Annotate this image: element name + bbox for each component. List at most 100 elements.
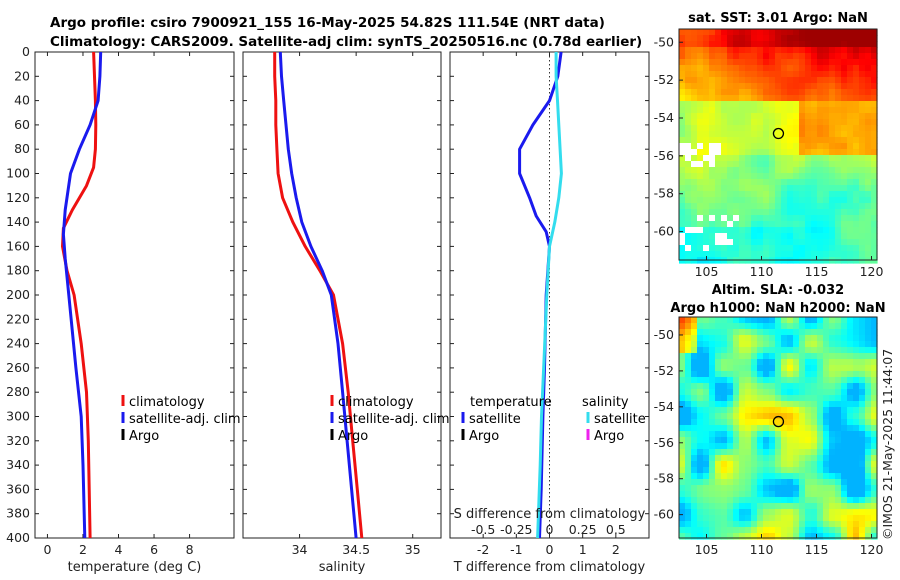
sst_map-heatmap-cell <box>817 227 824 234</box>
sst_map-heatmap-cell <box>679 95 686 102</box>
sla_map-heatmap-cell <box>859 329 866 336</box>
sla_map-heatmap-cell <box>763 323 770 330</box>
sst_map-heatmap-cell <box>757 239 764 246</box>
sla_map-heatmap-cell <box>865 461 872 468</box>
sla_map-heatmap-cell <box>835 407 842 414</box>
sla_map-heatmap-cell <box>769 431 776 438</box>
sla_map-heatmap-cell <box>823 497 830 504</box>
sst_map-heatmap-cell <box>697 143 704 150</box>
sst_map-heatmap-cell <box>787 221 794 228</box>
sst_map-heatmap-cell <box>763 233 770 240</box>
sla_map-heatmap-cell <box>727 359 734 366</box>
sla_map-heatmap-cell <box>787 383 794 390</box>
sla_map-heatmap-cell <box>679 371 686 378</box>
sla_map-heatmap-cell <box>799 329 806 336</box>
sla_map-heatmap-cell <box>751 527 758 534</box>
sla_map-heatmap-cell <box>685 329 692 336</box>
sla_map-heatmap-cell <box>745 479 752 486</box>
sst_map-heatmap-cell <box>697 101 704 108</box>
sst_map-heatmap-cell <box>775 29 782 36</box>
sla_map-heatmap-cell <box>859 497 866 504</box>
sla_map-heatmap-cell <box>799 353 806 360</box>
sst_map-heatmap-cell <box>721 65 728 72</box>
sst_map-heatmap-cell <box>751 107 758 114</box>
sla_map-heatmap-cell <box>823 461 830 468</box>
sst_map-heatmap-cell <box>775 143 782 150</box>
sla_map-heatmap-cell <box>787 527 794 534</box>
sla_map-heatmap-cell <box>865 479 872 486</box>
sla_map-heatmap-cell <box>715 347 722 354</box>
sst_map-heatmap-cell <box>841 29 848 36</box>
sla_map-heatmap-cell <box>691 329 698 336</box>
sst_map-heatmap-cell <box>841 245 848 252</box>
sst_map-heatmap-cell <box>775 113 782 120</box>
sst_map-title-1: sat. SST: 3.01 Argo: NaN <box>688 11 868 26</box>
sst_map-heatmap-cell <box>817 77 824 84</box>
sla_map-heatmap-cell <box>865 371 872 378</box>
sst_map-heatmap-cell <box>763 239 770 246</box>
sst_map-heatmap-cell <box>805 131 812 138</box>
salinity-xtick-label: 34.5 <box>342 542 370 557</box>
sst_map-heatmap-cell <box>817 113 824 120</box>
sla_map-heatmap-cell <box>715 383 722 390</box>
sla_map-heatmap-cell <box>775 467 782 474</box>
sst_map-heatmap-cell <box>793 125 800 132</box>
sla_map-heatmap-cell <box>709 371 716 378</box>
sst_map-heatmap-cell <box>817 35 824 42</box>
sst_map-heatmap-cell <box>817 167 824 174</box>
sla_map-heatmap-cell <box>733 527 740 534</box>
sst_map-heatmap-cell <box>835 251 842 258</box>
sla_map-heatmap-cell <box>829 473 836 480</box>
sla_map-heatmap-cell <box>697 467 704 474</box>
sst_map-heatmap-cell <box>715 29 722 36</box>
sla_map-heatmap-cell <box>727 335 734 342</box>
sla_map-heatmap-cell <box>685 521 692 528</box>
sla_map-heatmap-cell <box>805 341 812 348</box>
sla_map-heatmap-cell <box>799 341 806 348</box>
sla_map-heatmap-cell <box>823 527 830 534</box>
sla_map-heatmap-cell <box>799 443 806 450</box>
sla_map-heatmap-cell <box>703 449 710 456</box>
sla_map-axes-frame <box>678 316 878 539</box>
sst_map-heatmap-cell <box>751 131 758 138</box>
sst_map-heatmap-cell <box>805 83 812 90</box>
sla_map-heatmap-cell <box>757 425 764 432</box>
sst_map-heatmap-cell <box>811 89 818 96</box>
sla_map-heatmap-cell <box>769 491 776 498</box>
sla_map-heatmap-cell <box>715 401 722 408</box>
sst_map-heatmap-cell <box>697 167 704 174</box>
sst_map-heatmap-cell <box>739 101 746 108</box>
salinity-panel: 34 34.5 35salinityclimatologysatellite-adj… <box>242 51 450 575</box>
temperature-axes-frame <box>34 51 235 539</box>
sst_map-heatmap-cell <box>691 77 698 84</box>
sla_map-heatmap-cell <box>835 353 842 360</box>
sst_map-heatmap-cell <box>751 89 758 96</box>
sst_map-heatmap-cell <box>721 35 728 42</box>
sla_map-heatmap-cell <box>757 389 764 396</box>
sst_map-heatmap-cell <box>703 113 710 120</box>
sla_map-heatmap-cell <box>715 473 722 480</box>
sla_map-heatmap-cell <box>853 449 860 456</box>
sst_map-heatmap-cell <box>799 191 806 198</box>
sla_map-heatmap-cell <box>817 419 824 426</box>
sla_map-heatmap-cell <box>715 323 722 330</box>
sst_map-heatmap-cell <box>769 173 776 180</box>
sla_map-heatmap-cell <box>781 413 788 420</box>
sst_map-heatmap-cell <box>715 227 722 234</box>
sst_map-heatmap-cell <box>847 251 854 258</box>
sla_map-heatmap-cell <box>715 395 722 402</box>
sst_map-heatmap-cell <box>871 65 878 72</box>
sst_map-heatmap-cell <box>847 227 854 234</box>
sla_map-heatmap-cell <box>697 509 704 516</box>
sla_map-heatmap-cell <box>733 347 740 354</box>
sla_map-heatmap-cell <box>835 509 842 516</box>
sla_map-heatmap-cell <box>733 389 740 396</box>
sla_map-heatmap-cell <box>733 449 740 456</box>
sst_map-heatmap-cell <box>859 203 866 210</box>
sla_map-argo-marker <box>772 415 785 428</box>
sla_map-heatmap-cell <box>847 371 854 378</box>
sla_map-heatmap-cell <box>715 413 722 420</box>
sst_map-heatmap-cell <box>739 47 746 54</box>
sla_map-heatmap-cell <box>799 419 806 426</box>
sst_map-heatmap-cell <box>745 245 752 252</box>
